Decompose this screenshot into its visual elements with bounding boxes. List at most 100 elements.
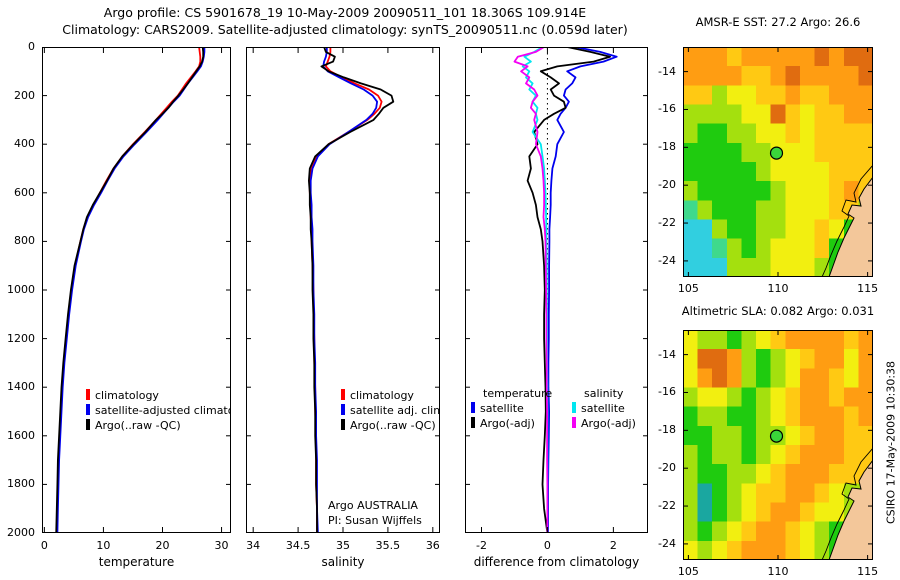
heatmap-cell bbox=[858, 349, 873, 369]
heatmap-cell bbox=[756, 200, 772, 221]
csiro-watermark: CSIRO 17-May-2009 10:30:38 bbox=[884, 360, 898, 525]
heatmap-cell bbox=[785, 368, 801, 389]
latitude-tick-label: -14 bbox=[658, 347, 676, 361]
heatmap-cell bbox=[829, 123, 845, 144]
heatmap-cell bbox=[756, 425, 772, 446]
climatology-color-swatch bbox=[86, 389, 90, 400]
heatmap-cell bbox=[697, 142, 713, 163]
difference-temperature-legend: temperature satellite Argo(-adj) bbox=[471, 386, 563, 431]
argo-position-marker bbox=[769, 146, 784, 160]
heatmap-cell bbox=[843, 330, 859, 350]
heatmap-cell bbox=[814, 445, 830, 465]
heatmap-cell bbox=[799, 85, 816, 106]
heatmap-cell bbox=[683, 368, 699, 389]
heatmap-cell bbox=[829, 502, 845, 523]
heatmap-cell bbox=[683, 425, 699, 446]
legend-label-climatology: climatology bbox=[95, 389, 159, 402]
heatmap-cell bbox=[741, 219, 757, 240]
depth-tick-label: 1600 bbox=[7, 428, 35, 442]
heatmap-cell bbox=[770, 181, 786, 201]
heatmap-cell bbox=[683, 181, 699, 201]
longitude-tick-label: 110 bbox=[767, 282, 789, 295]
profile-line-climatology bbox=[308, 47, 383, 533]
heatmap-cell bbox=[712, 123, 728, 144]
heatmap-cell bbox=[843, 66, 859, 86]
heatmap-cell bbox=[697, 368, 713, 389]
heatmap-cell bbox=[770, 85, 786, 106]
heatmap-cell bbox=[741, 257, 757, 277]
heatmap-cell bbox=[843, 445, 859, 465]
heatmap-cell bbox=[726, 142, 743, 163]
temperature-axis-label: temperature bbox=[98, 555, 175, 569]
heatmap-cell bbox=[770, 502, 786, 523]
heatmap-cell bbox=[829, 483, 845, 504]
temperature-legend: climatology satellite-adjusted climatolo… bbox=[86, 388, 231, 433]
heatmap-cell bbox=[683, 219, 699, 240]
heatmap-cell bbox=[858, 123, 873, 144]
heatmap-cell bbox=[726, 483, 743, 504]
heatmap-cell bbox=[770, 406, 786, 427]
panel-border bbox=[465, 47, 648, 533]
heatmap-cell bbox=[829, 368, 845, 389]
heatmap-cell bbox=[712, 349, 728, 369]
heatmap-cell bbox=[843, 406, 859, 427]
heatmap-cell bbox=[785, 502, 801, 523]
heatmap-cell bbox=[741, 464, 757, 484]
heatmap-cell bbox=[770, 387, 786, 408]
heatmap-cell bbox=[829, 219, 845, 240]
heatmap-cell bbox=[829, 142, 845, 163]
heatmap-cell bbox=[829, 330, 845, 350]
heatmap-cell bbox=[712, 219, 728, 240]
heatmap-cell bbox=[785, 104, 801, 125]
heatmap-cell bbox=[756, 257, 772, 277]
heatmap-cell bbox=[741, 181, 757, 201]
x-tick-label: 35.5 bbox=[375, 539, 401, 552]
heatmap-cell bbox=[712, 104, 728, 125]
longitude-tick-label: 105 bbox=[677, 565, 699, 578]
legend-label-sal-argo: Argo(-adj) bbox=[581, 417, 636, 430]
profile-line-satellite-adjusted-climatology bbox=[56, 47, 206, 533]
x-tick-label: 36 bbox=[425, 539, 440, 552]
salinity-legend: climatology satellite adj. clim. Argo(..… bbox=[341, 388, 439, 433]
heatmap-cell bbox=[799, 66, 816, 86]
heatmap-cell bbox=[741, 162, 757, 182]
legend-row: climatology bbox=[341, 388, 439, 403]
heatmap-cell bbox=[697, 104, 713, 125]
heatmap-cell bbox=[799, 123, 816, 144]
heatmap-cell bbox=[741, 123, 757, 144]
heatmap-cell bbox=[829, 181, 845, 201]
heatmap-cell bbox=[814, 483, 830, 504]
heatmap-cell bbox=[741, 406, 757, 427]
legend-row: Argo(..raw -QC) bbox=[86, 418, 231, 433]
heatmap-cell bbox=[756, 445, 772, 465]
heatmap-cell bbox=[712, 181, 728, 201]
heatmap-cell bbox=[799, 47, 816, 67]
heatmap-cell bbox=[756, 66, 772, 86]
heatmap-cell bbox=[785, 238, 801, 259]
heatmap-cell bbox=[726, 66, 743, 86]
heatmap-cell bbox=[683, 123, 699, 144]
latitude-tick-label: -20 bbox=[658, 461, 676, 475]
latitude-tick-label: -24 bbox=[658, 536, 676, 550]
heatmap-cell bbox=[799, 238, 816, 259]
heatmap-cell bbox=[683, 104, 699, 125]
heatmap-cell bbox=[741, 521, 757, 542]
heatmap-cell bbox=[858, 142, 873, 163]
heatmap-cell bbox=[843, 123, 859, 144]
heatmap-cell bbox=[858, 368, 873, 389]
x-tick-label: -2 bbox=[476, 539, 487, 552]
heatmap-cell bbox=[712, 238, 728, 259]
map-sst-svg bbox=[683, 47, 873, 277]
heatmap-cell bbox=[756, 162, 772, 182]
heatmap-cell bbox=[741, 47, 757, 67]
heatmap-cell bbox=[799, 425, 816, 446]
depth-tick-label: 400 bbox=[14, 137, 35, 151]
heatmap-cell bbox=[741, 425, 757, 446]
heatmap-cell bbox=[697, 200, 713, 221]
heatmap-cell bbox=[712, 483, 728, 504]
heatmap-cell bbox=[814, 47, 830, 67]
heatmap-cell bbox=[697, 47, 713, 67]
heatmap-cell bbox=[697, 162, 713, 182]
heatmap-cell bbox=[799, 349, 816, 369]
heatmap-cell bbox=[726, 238, 743, 259]
